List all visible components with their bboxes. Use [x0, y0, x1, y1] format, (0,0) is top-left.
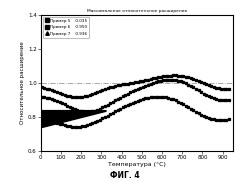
- Text: ФИГ. 4: ФИГ. 4: [110, 171, 140, 180]
- Y-axis label: Относительное расширение: Относительное расширение: [20, 41, 25, 124]
- Legend: Пример 5    0.035, Пример 6    0.950, Пример 7    0.936: Пример 5 0.035, Пример 6 0.950, Пример 7…: [43, 17, 89, 38]
- X-axis label: Температура (°C): Температура (°C): [108, 162, 166, 167]
- Title: Максимальное относительное расширение: Максимальное относительное расширение: [87, 9, 187, 13]
